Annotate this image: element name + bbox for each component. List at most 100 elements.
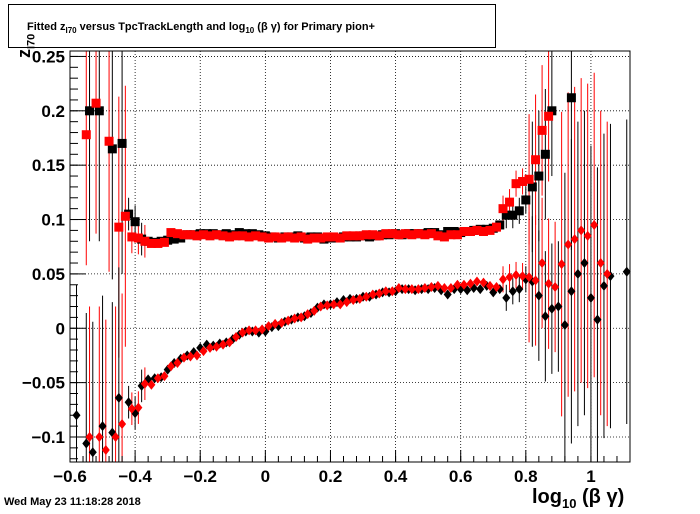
diamond-marker bbox=[219, 339, 228, 350]
square-marker bbox=[133, 233, 143, 243]
x-tick-label: 0.4 bbox=[384, 467, 408, 486]
diamond-marker bbox=[173, 358, 182, 369]
diamond-marker bbox=[505, 272, 514, 283]
diamond-marker bbox=[271, 318, 280, 329]
square-marker bbox=[283, 232, 293, 242]
diamond-marker bbox=[375, 288, 384, 299]
x-tick-label: 0 bbox=[261, 467, 270, 486]
square-marker bbox=[433, 231, 443, 241]
diamond-marker bbox=[290, 313, 299, 324]
x-tick-label: −0.2 bbox=[183, 467, 217, 486]
square-marker bbox=[465, 226, 475, 236]
diamond-marker bbox=[492, 281, 501, 292]
square-marker bbox=[303, 234, 313, 244]
diamond-marker bbox=[297, 312, 306, 323]
square-marker bbox=[91, 98, 101, 108]
square-marker bbox=[485, 225, 495, 235]
square-marker bbox=[238, 231, 248, 241]
square-marker bbox=[540, 149, 550, 159]
square-marker bbox=[505, 197, 515, 207]
y-tick-label: 0 bbox=[56, 319, 65, 338]
diamond-marker bbox=[153, 373, 162, 384]
diamond-marker bbox=[277, 317, 286, 328]
square-marker bbox=[531, 155, 541, 165]
diamond-marker bbox=[596, 258, 605, 269]
diamond-marker bbox=[95, 431, 104, 442]
diamond-marker bbox=[586, 292, 595, 303]
x-tick-label: −0.6 bbox=[53, 467, 87, 486]
diamond-marker bbox=[547, 303, 556, 314]
diamond-marker bbox=[401, 284, 410, 295]
square-marker bbox=[387, 229, 397, 239]
square-marker bbox=[198, 230, 208, 240]
diamond-marker bbox=[85, 431, 94, 442]
square-marker bbox=[153, 238, 163, 248]
diamond-marker bbox=[206, 342, 214, 353]
diamond-marker bbox=[160, 371, 169, 382]
diamond-marker bbox=[499, 274, 508, 285]
square-marker bbox=[547, 106, 557, 116]
square-marker bbox=[277, 233, 287, 243]
square-marker bbox=[407, 230, 417, 240]
diamond-marker bbox=[336, 299, 345, 310]
diamond-marker bbox=[82, 438, 91, 449]
diamond-marker bbox=[580, 258, 589, 269]
square-marker bbox=[192, 231, 202, 241]
square-marker bbox=[335, 233, 345, 243]
y-tick-label: 0.05 bbox=[32, 265, 65, 284]
y-tick-label: 0.1 bbox=[41, 211, 65, 230]
diamond-marker bbox=[284, 315, 293, 326]
diamond-marker bbox=[603, 268, 612, 279]
diamond-marker bbox=[264, 321, 273, 332]
y-axis-label: zI70 bbox=[14, 33, 38, 58]
diamond-marker bbox=[124, 397, 133, 408]
square-marker bbox=[257, 232, 267, 242]
diamond-marker bbox=[573, 268, 582, 279]
square-marker bbox=[225, 232, 235, 242]
diamond-marker bbox=[577, 225, 586, 236]
square-marker bbox=[264, 233, 274, 243]
square-marker bbox=[179, 230, 189, 240]
square-marker bbox=[81, 130, 91, 140]
diamond-marker bbox=[349, 294, 358, 305]
square-marker bbox=[400, 229, 410, 239]
diamond-marker bbox=[502, 292, 511, 303]
diamond-marker bbox=[310, 305, 319, 316]
square-marker bbox=[566, 93, 576, 103]
diamond-marker bbox=[362, 291, 371, 302]
diamond-marker bbox=[583, 230, 592, 241]
diamond-marker bbox=[599, 280, 608, 291]
diamond-marker bbox=[212, 341, 221, 352]
diamond-marker bbox=[551, 281, 560, 292]
square-marker bbox=[521, 195, 531, 205]
square-marker bbox=[514, 206, 524, 216]
x-tick-label: 0.6 bbox=[449, 467, 473, 486]
square-marker bbox=[348, 231, 358, 241]
diamond-marker bbox=[179, 352, 188, 363]
diamond-marker bbox=[407, 284, 416, 295]
tick-labels: −0.6 −0.4 −0.2 0 0.2 0.4 0.6 0.8 1 −0.1 −0.05 0 0.05… bbox=[22, 47, 596, 486]
diamond-marker bbox=[414, 284, 423, 295]
square-marker bbox=[446, 230, 456, 240]
square-marker bbox=[394, 230, 404, 240]
square-marker bbox=[159, 237, 169, 247]
title-box: Fitted zI70 versus TpcTrackLength and lo… bbox=[8, 4, 496, 48]
diamond-marker bbox=[512, 269, 521, 280]
square-marker bbox=[309, 233, 319, 243]
square-marker bbox=[212, 230, 222, 240]
square-marker bbox=[537, 125, 547, 135]
diamond-marker bbox=[570, 234, 579, 245]
diamond-marker bbox=[420, 283, 429, 294]
diamond-marker bbox=[525, 272, 534, 283]
diamond-marker bbox=[388, 286, 397, 297]
square-marker bbox=[114, 222, 124, 232]
diamond-marker bbox=[472, 276, 481, 287]
square-marker bbox=[85, 106, 95, 116]
square-marker bbox=[498, 204, 508, 214]
diamond-marker bbox=[186, 351, 195, 362]
square-marker bbox=[169, 234, 179, 244]
square-marker bbox=[146, 238, 156, 248]
square-marker bbox=[439, 232, 449, 242]
square-marker bbox=[127, 232, 137, 242]
square-marker bbox=[296, 232, 306, 242]
